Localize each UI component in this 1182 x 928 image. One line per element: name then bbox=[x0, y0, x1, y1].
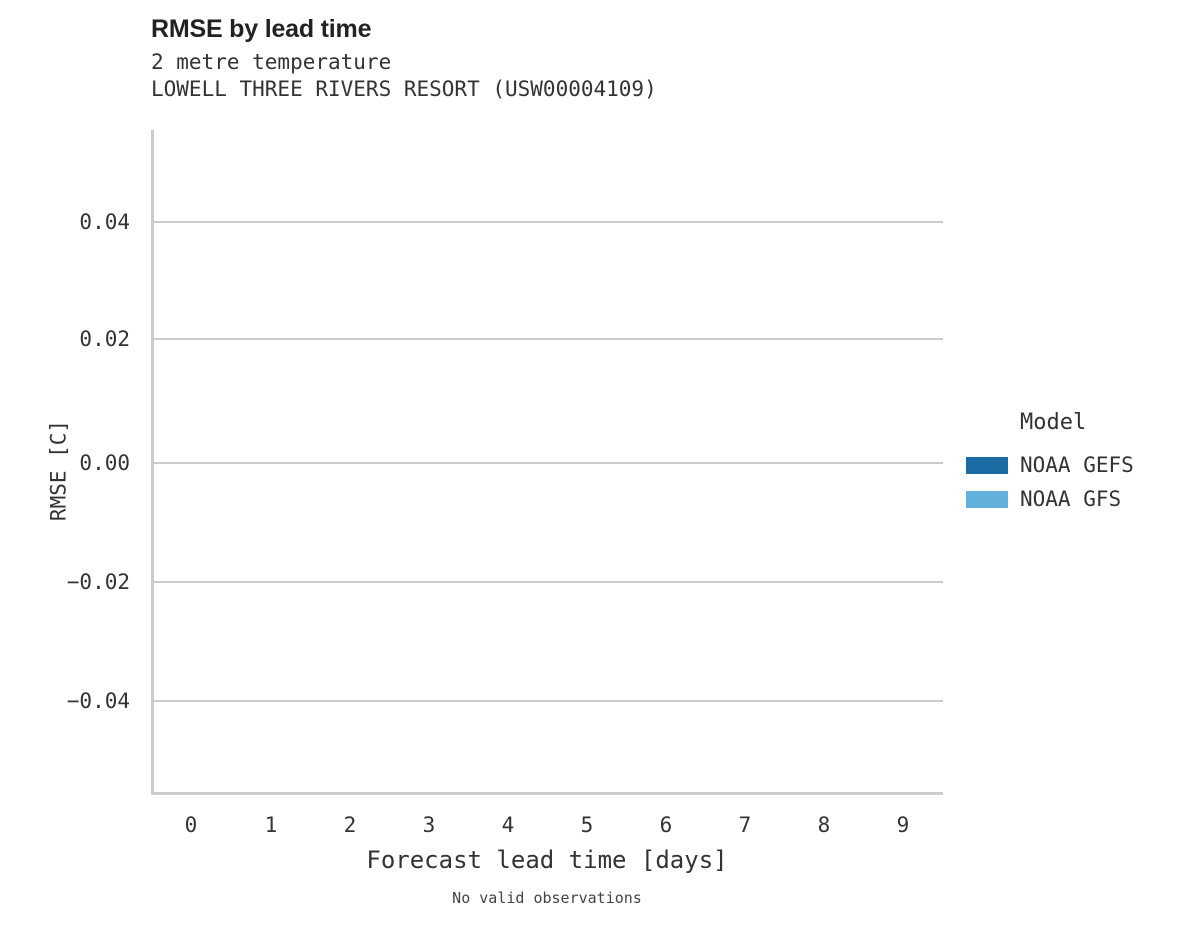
y-axis-spine bbox=[151, 130, 154, 795]
x-tick-label: 8 bbox=[817, 813, 831, 837]
legend-item-label: NOAA GEFS bbox=[1020, 452, 1134, 477]
x-tick-label: 7 bbox=[738, 813, 752, 837]
y-tick-label: 0.02 bbox=[79, 327, 130, 351]
chart-subtitle-station: LOWELL THREE RIVERS RESORT (USW00004109) bbox=[151, 77, 657, 101]
page-title: RMSE by lead time bbox=[151, 15, 372, 43]
title-block: RMSE by lead time 2 metre temperature LO… bbox=[151, 14, 951, 103]
gridline--0.04 bbox=[151, 700, 943, 702]
y-axis-label: RMSE [C] bbox=[46, 419, 71, 522]
x-axis-spine bbox=[151, 792, 943, 795]
x-tick-label: 6 bbox=[659, 813, 673, 837]
gridline-0.02 bbox=[151, 338, 943, 340]
y-tick-label: 0.00 bbox=[79, 451, 130, 475]
x-tick-label: 2 bbox=[343, 813, 357, 837]
x-axis-label: Forecast lead time [days] bbox=[366, 846, 728, 874]
legend-title: Model bbox=[1020, 410, 1087, 435]
legend: Model NOAA GEFS NOAA GFS bbox=[966, 410, 1182, 516]
y-tick-label: −0.02 bbox=[66, 570, 130, 594]
x-tick-label: 3 bbox=[422, 813, 436, 837]
legend-swatch-icon bbox=[966, 490, 1008, 508]
no-data-note: No valid observations bbox=[452, 889, 642, 907]
chart-subtitle-variable: 2 metre temperature bbox=[151, 50, 392, 74]
legend-item-noaa-gfs[interactable]: NOAA GFS bbox=[966, 482, 1182, 516]
gridline-0.04 bbox=[151, 221, 943, 223]
gridline-0.00 bbox=[151, 462, 943, 464]
legend-swatch-icon bbox=[966, 456, 1008, 474]
y-tick-label: 0.04 bbox=[79, 210, 130, 234]
x-tick-label: 4 bbox=[501, 813, 515, 837]
legend-item-label: NOAA GFS bbox=[1020, 486, 1122, 511]
x-tick-label: 1 bbox=[264, 813, 278, 837]
x-tick-label: 0 bbox=[184, 813, 198, 837]
x-tick-label: 9 bbox=[896, 813, 910, 837]
x-tick-label: 5 bbox=[580, 813, 594, 837]
y-tick-label: −0.04 bbox=[66, 689, 130, 713]
legend-item-noaa-gefs[interactable]: NOAA GEFS bbox=[966, 448, 1182, 482]
plot-area bbox=[151, 130, 943, 793]
gridline--0.02 bbox=[151, 581, 943, 583]
